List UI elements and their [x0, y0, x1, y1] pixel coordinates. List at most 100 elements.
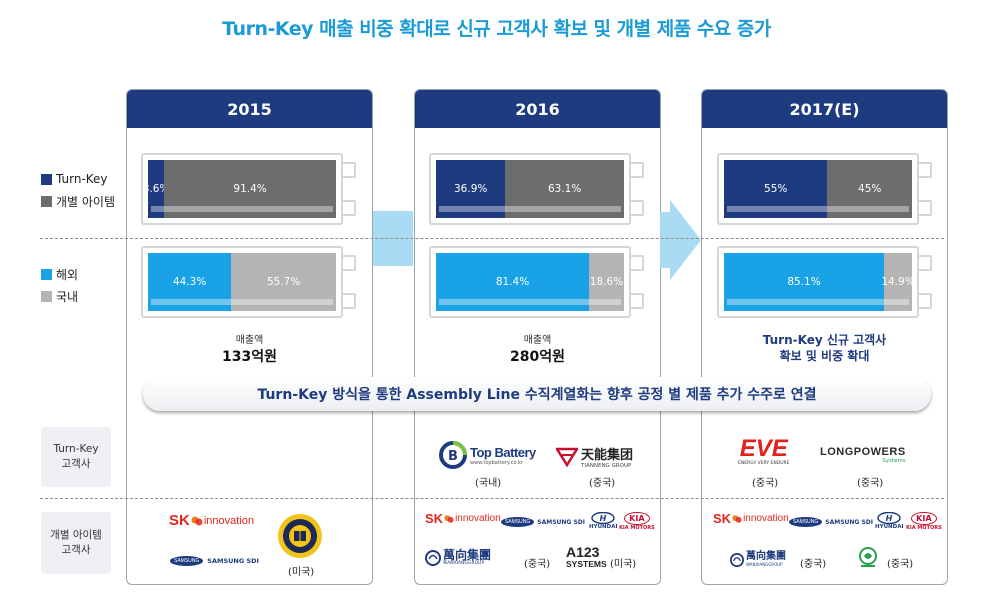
eve-logo: EVE ENERGY VERY ENDURE [738, 435, 790, 467]
country-label: (미국) [288, 567, 315, 578]
logo-subtext: ENERGY VERY ENDURE [738, 461, 790, 466]
bar-segment: 44.3% [148, 253, 232, 311]
battery-gloss [151, 299, 333, 305]
legend-swatch [41, 196, 52, 207]
battery-terminal [919, 255, 932, 271]
battery-gloss [727, 206, 909, 212]
legend-label: Turn-Key [56, 172, 108, 186]
country-label: (중국) [887, 559, 914, 570]
battery-terminal [343, 293, 356, 309]
logo-text: 萬向集團 [443, 548, 492, 562]
data-label: 45% [858, 183, 882, 195]
a123-logo: A123 SYSTEMS [566, 545, 607, 569]
wanxiang-icon [425, 549, 441, 566]
bar-segment: 63.1% [505, 160, 624, 218]
data-label: 85.1% [787, 276, 821, 288]
bar-segment: 8.6% [148, 160, 169, 218]
logo-subtext: Systems [882, 458, 906, 464]
logo-text: A123 [566, 544, 600, 560]
logo-text: 天能集团 [581, 448, 634, 463]
svg-text:H: H [886, 514, 893, 523]
logo-text: Top Battery [470, 444, 536, 460]
logo-text: HYUNDAI [875, 524, 904, 530]
battery-bar: 44.3% 55.7% [141, 246, 343, 318]
bar-segment: 85.1% [724, 253, 884, 311]
revenue-value: 280억원 [510, 349, 565, 365]
battery-gloss [151, 206, 333, 212]
tianneng-logo: 天能集团 TIANNENG GROUP [556, 444, 633, 469]
legend-swatch [41, 173, 52, 185]
data-label: 18.6% [589, 276, 624, 288]
wanxiang-logo: 萬向集團 WANXIANGGROUP [425, 549, 491, 566]
logo-text: innovation [743, 513, 789, 524]
legend-swatch [41, 269, 52, 280]
logo-text: SK [713, 511, 732, 526]
logo-text: SK [425, 511, 444, 526]
revenue-value: 133억원 [222, 349, 277, 365]
data-label: 81.4% [495, 276, 530, 288]
legend-item-individual: 개별 아이템 [41, 193, 115, 210]
sk-butterfly-icon [191, 516, 203, 525]
logo-text: KIA [911, 512, 937, 525]
logo-text: EVE [739, 435, 788, 462]
logo-subtext: SAMSUNG SDI [825, 518, 873, 526]
country-label: (중국) [524, 559, 551, 570]
column-year-header: 2016 [415, 90, 660, 128]
battery-terminal [919, 162, 932, 178]
sk-butterfly-icon [444, 514, 454, 523]
university-seal-logo [277, 513, 323, 559]
battery-bar: 81.4% 18.6% [429, 246, 631, 318]
data-label: 44.3% [172, 276, 207, 288]
logo-subtext: SAMSUNG SDI [207, 557, 259, 565]
hyundai-emblem-icon: H [591, 512, 616, 524]
battery-terminal [631, 255, 644, 271]
data-label: 36.9% [454, 183, 488, 195]
battery-gloss [439, 206, 621, 212]
bar-segment: 91.4% [164, 160, 336, 218]
logo-text: innovation [455, 513, 501, 524]
country-label: (미국) [610, 559, 637, 570]
country-label: (국내) [475, 478, 502, 489]
country-label: (중국) [857, 478, 884, 489]
legend-label: 해외 [56, 268, 79, 282]
logo-subtext: www.topbattery.co.kr [470, 459, 523, 466]
outlook-caption-2017: Turn-Key 신규 고객사 확보 및 비중 확대 [701, 332, 948, 364]
kia-logo: KIA KIA MOTORS [619, 512, 655, 531]
battery-bar: 55% 45% [717, 153, 919, 225]
battery-bar: 85.1% 14.9% [717, 246, 919, 318]
battery-bar: 36.9% 63.1% [429, 153, 631, 225]
legend-item-domestic: 국내 [41, 288, 78, 305]
column-year-header: 2015 [127, 90, 372, 128]
outlook-line: Turn-Key 신규 고객사 [762, 333, 887, 347]
university-seal-icon [278, 514, 322, 558]
page-title: Turn-Key 매출 비중 확대로 신규 고객사 확보 및 개별 제품 수요 … [222, 18, 771, 40]
battery-terminal [343, 255, 356, 271]
data-label: 8.6% [148, 183, 170, 195]
legend-swatch [41, 291, 52, 302]
hyundai-logo: H HYUNDAI [589, 512, 618, 530]
battery-terminal [631, 162, 644, 178]
divider [40, 238, 944, 239]
bar-segment: 45% [827, 160, 912, 218]
tianneng-icon [556, 447, 578, 467]
battery-fill: 8.6% 91.4% [148, 160, 336, 218]
legend-item-overseas: 해외 [41, 266, 78, 283]
legend-label: 국내 [56, 290, 79, 304]
logo-text: LONGPOWERS [820, 446, 906, 458]
bar-segment: 36.9% [436, 160, 506, 218]
logo-text: 萬向集團 [746, 551, 786, 562]
country-label: (중국) [589, 478, 616, 489]
data-label: 55.7% [266, 276, 301, 288]
bar-segment: 55% [724, 160, 828, 218]
revenue-label: 매출액 [523, 335, 552, 346]
data-label: 63.1% [547, 183, 582, 195]
svg-text:B: B [448, 449, 458, 464]
battery-fill: 85.1% 14.9% [724, 253, 912, 311]
divider [40, 498, 944, 499]
green-circle-icon [859, 547, 877, 567]
column-year-header: 2017(E) [702, 90, 947, 128]
wanxiang-logo: 萬向集團 WANXIANGGROUP [730, 552, 786, 567]
logo-text: SAMSUNG [789, 517, 823, 527]
legend-label: 개별 아이템 [56, 195, 116, 209]
kia-logo: KIA KIA MOTORS [906, 512, 942, 531]
